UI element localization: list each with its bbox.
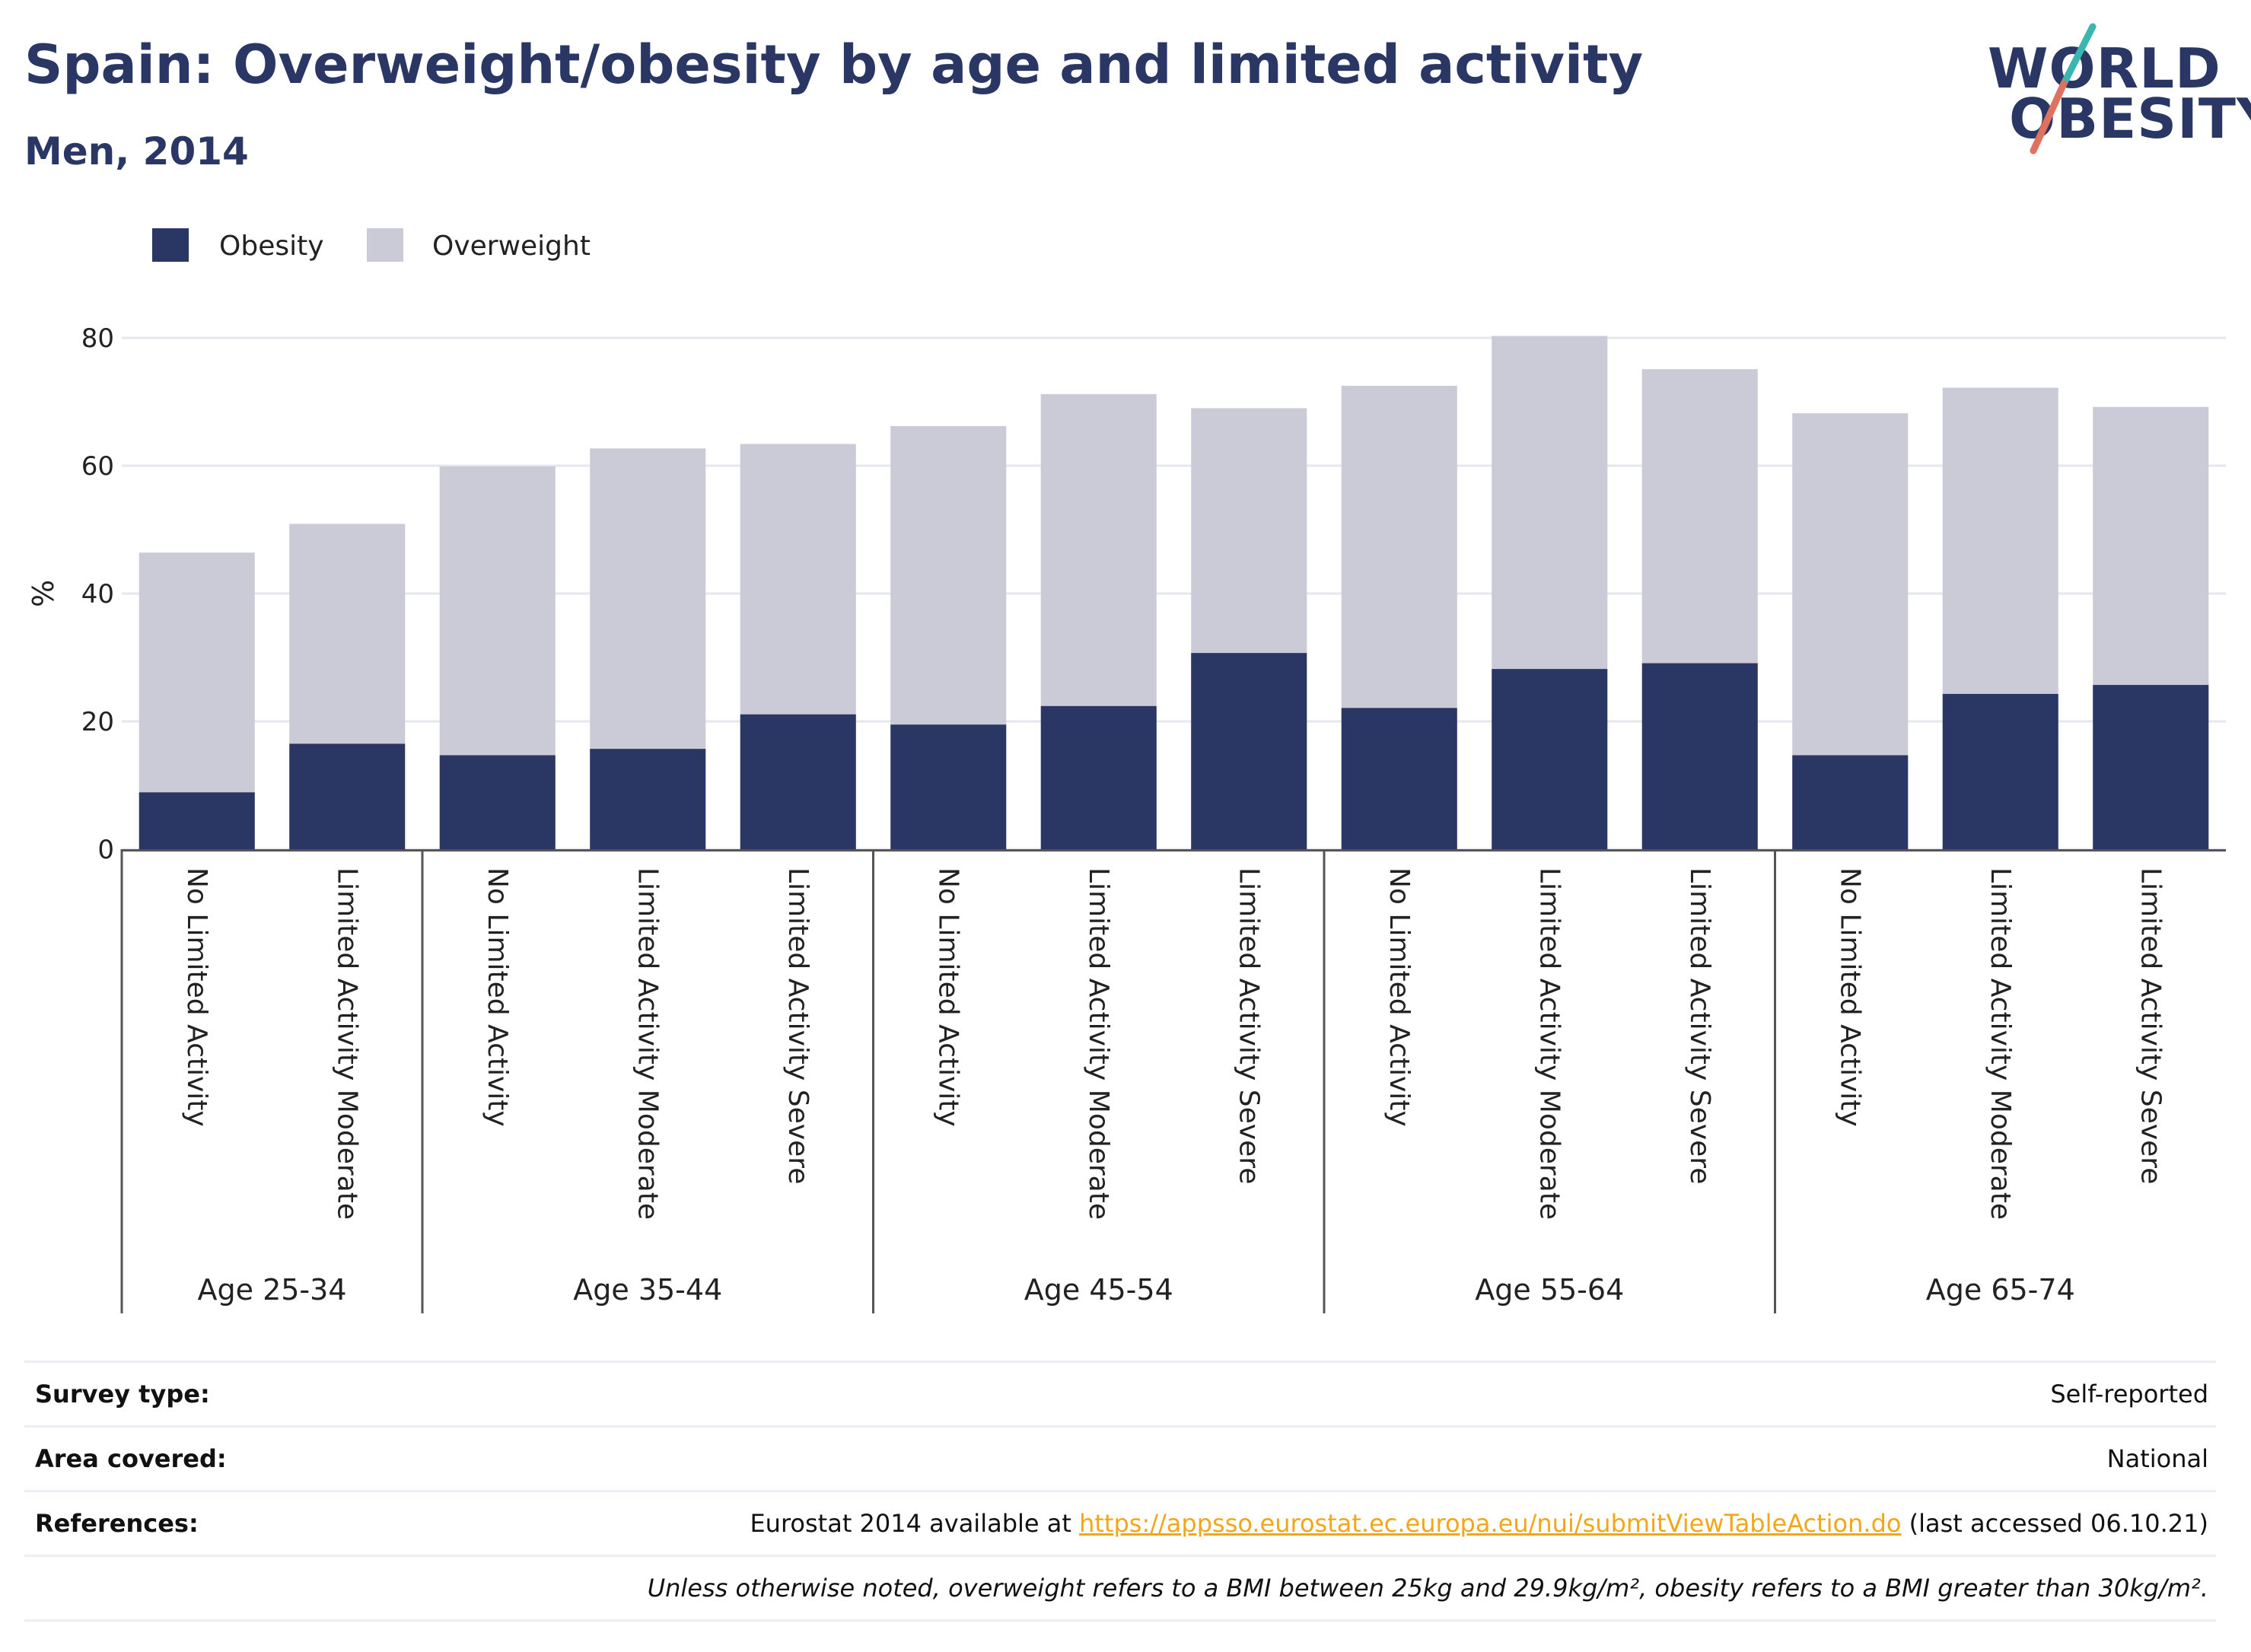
y-tick-label: 0	[97, 835, 114, 865]
page-title: Spain: Overweight/obesity by age and lim…	[24, 33, 1644, 96]
y-tick-label: 80	[81, 323, 114, 354]
x-group-label: Age 55-64	[1475, 1273, 1624, 1307]
references-prefix: Eurostat 2014 available at	[750, 1509, 1080, 1538]
bar-overweight	[1942, 387, 2058, 694]
x-group-label: Age 25-34	[198, 1273, 347, 1307]
x-group-label: Age 35-44	[573, 1273, 722, 1307]
references-value: Eurostat 2014 available at https://appss…	[750, 1509, 2208, 1538]
info-row-references: References: Eurostat 2014 available at h…	[24, 1490, 2216, 1555]
x-category-label: Limited Activity Moderate	[331, 867, 362, 1220]
page-subtitle: Men, 2014	[24, 129, 249, 173]
bar-overweight	[289, 524, 406, 744]
bar-obesity	[1040, 705, 1157, 849]
bar-obesity	[740, 714, 856, 849]
bar-overweight	[1191, 408, 1307, 654]
x-category-label: No Limited Activity	[932, 867, 963, 1127]
area-covered-value: National	[2106, 1444, 2208, 1473]
info-table: Survey type: Self-reported Area covered:…	[24, 1361, 2216, 1622]
bar-overweight	[1040, 393, 1157, 706]
bmi-definition-note: Unless otherwise noted, overweight refer…	[647, 1574, 2208, 1603]
bar-overweight	[1341, 386, 1457, 708]
x-group-label: Age 65-74	[1926, 1273, 2075, 1307]
x-category-label: No Limited Activity	[181, 867, 212, 1127]
bar-obesity	[1191, 653, 1307, 849]
legend-swatch-overweight	[367, 228, 403, 262]
area-covered-label: Area covered:	[35, 1444, 227, 1473]
bar-overweight	[740, 444, 856, 715]
bar-obesity	[439, 755, 556, 849]
x-category-label: Limited Activity Severe	[1684, 867, 1715, 1184]
bar-obesity	[1641, 663, 1758, 849]
x-category-label: Limited Activity Severe	[1233, 867, 1264, 1184]
survey-type-label: Survey type:	[35, 1380, 210, 1408]
x-category-label: Limited Activity Moderate	[1083, 867, 1114, 1220]
bar-overweight	[590, 448, 706, 750]
y-tick-label: 40	[81, 579, 114, 610]
y-tick-label: 60	[81, 451, 114, 482]
bar-obesity	[289, 743, 406, 849]
x-category-label: Limited Activity Severe	[2135, 867, 2166, 1184]
info-row-survey: Survey type: Self-reported	[24, 1361, 2216, 1425]
bar-obesity	[590, 749, 706, 849]
world-obesity-logo: WORLD OBESITY	[1979, 23, 2251, 160]
bar-overweight	[1492, 336, 1608, 670]
bar-obesity	[1792, 755, 1909, 849]
x-category-label: Limited Activity Severe	[782, 867, 813, 1184]
legend-label-overweight: Overweight	[432, 231, 591, 262]
x-category-label: Limited Activity Moderate	[1985, 867, 2016, 1220]
bar-overweight	[1641, 369, 1758, 664]
y-axis-title: %	[27, 580, 60, 607]
bar-obesity	[1942, 693, 2058, 849]
bar-overweight	[1792, 413, 1909, 756]
bar-obesity	[2093, 685, 2209, 849]
info-row-area: Area covered: National	[24, 1425, 2216, 1490]
legend-label-obesity: Obesity	[219, 231, 324, 262]
y-tick-label: 20	[81, 707, 114, 737]
stacked-bar-chart: 0 20 40 60 80% Obesity Overweight No Limited Ac…	[27, 228, 2226, 1313]
survey-type-value: Self-reported	[2050, 1380, 2208, 1408]
logo-slash-icon	[2030, 23, 2097, 154]
bar-overweight	[138, 552, 255, 793]
logo-text-world: WORLD	[1988, 37, 2221, 100]
bar-overweight	[2093, 406, 2209, 686]
bar-obesity	[890, 724, 1007, 849]
info-row-note: Unless otherwise noted, overweight refer…	[24, 1555, 2216, 1622]
references-link[interactable]: https://appsso.eurostat.ec.europa.eu/nui…	[1079, 1509, 1902, 1538]
x-category-label: No Limited Activity	[1383, 867, 1415, 1127]
x-category-label: Limited Activity Moderate	[1533, 867, 1565, 1220]
x-category-label: No Limited Activity	[1834, 867, 1865, 1127]
bar-obesity	[138, 792, 255, 849]
x-group-label: Age 45-54	[1024, 1273, 1173, 1307]
bar-obesity	[1341, 708, 1457, 849]
legend-swatch-obesity	[152, 228, 189, 262]
bar-overweight	[890, 425, 1007, 725]
references-label: References:	[35, 1509, 199, 1538]
x-category-label: Limited Activity Moderate	[632, 867, 663, 1220]
x-category-label: No Limited Activity	[482, 867, 513, 1127]
references-suffix: (last accessed 06.10.21)	[1901, 1509, 2208, 1538]
bar-overweight	[439, 466, 556, 756]
bar-obesity	[1492, 669, 1608, 849]
